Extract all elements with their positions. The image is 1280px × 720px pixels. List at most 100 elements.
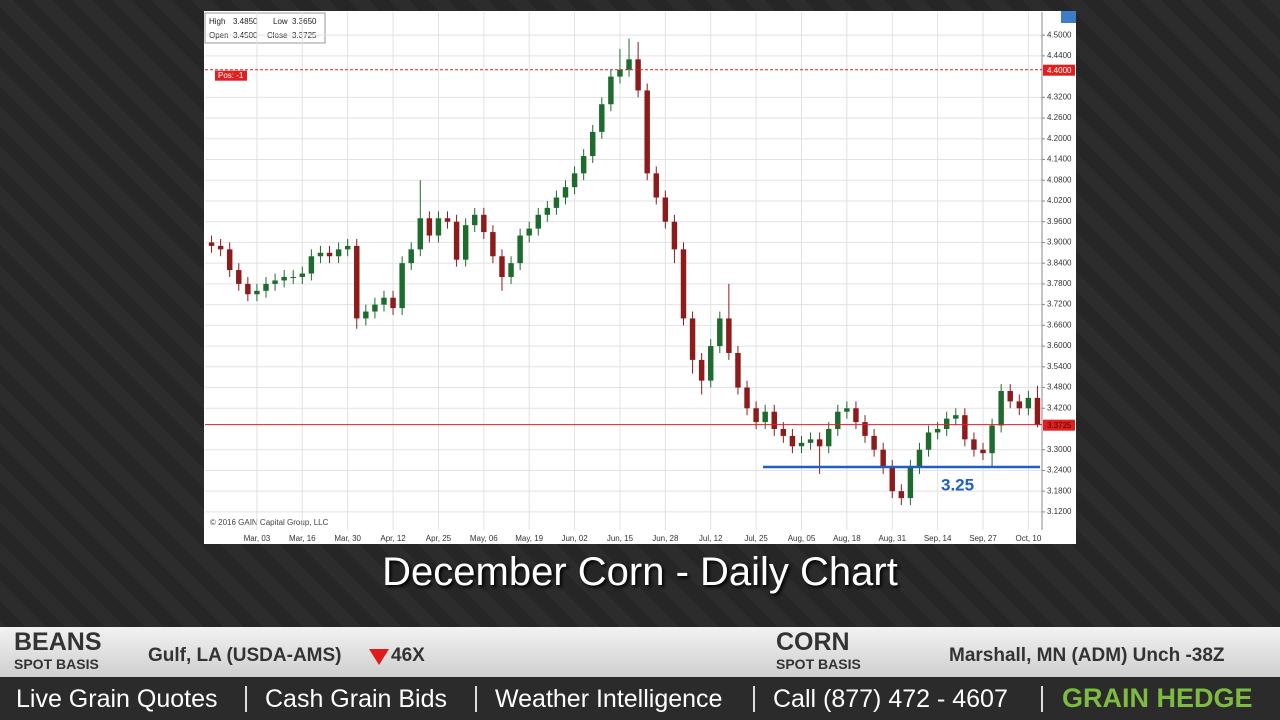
x-tick-label: Mar, 30	[334, 534, 361, 543]
candle-body	[1007, 390, 1013, 402]
footer-link[interactable]: Weather Intelligence	[495, 685, 723, 713]
x-tick-label: May, 06	[470, 534, 498, 543]
candle-body	[816, 439, 823, 447]
y-tick-label: 3.6000	[1047, 341, 1072, 350]
y-tick-label: 4.4400	[1047, 51, 1072, 60]
candle-body	[590, 131, 596, 157]
candle-body	[317, 252, 324, 257]
candle-body	[735, 352, 741, 388]
candle-body	[381, 297, 387, 305]
x-tick-label: Jun, 15	[607, 534, 634, 543]
candle-body	[372, 304, 378, 312]
candle-body	[617, 69, 623, 77]
footer-link[interactable]: Call (877) 472 - 4607	[773, 685, 1008, 713]
down-arrow	[369, 649, 389, 665]
candle-body	[780, 428, 787, 436]
watermark: © 2016 GAIN Capital Group, LLC	[210, 518, 329, 527]
candle-body	[481, 214, 487, 233]
candle-body	[998, 390, 1004, 426]
x-tick-label: Jul, 25	[744, 534, 768, 543]
y-tick-label: 3.1200	[1047, 507, 1072, 516]
y-tick-label: 4.5000	[1047, 30, 1072, 39]
y-tick-label: 3.3000	[1047, 445, 1072, 454]
candle-body	[689, 318, 696, 360]
x-tick-label: Jul, 12	[699, 534, 723, 543]
brand[interactable]: GRAIN HEDGE	[1062, 683, 1253, 713]
scroll-button[interactable]	[1061, 11, 1076, 23]
chart-panel	[204, 11, 1076, 544]
x-tick-label: Oct, 10	[1015, 534, 1041, 543]
candle-body	[544, 207, 551, 215]
y-tick-label: 3.4800	[1047, 383, 1072, 392]
candle-body	[435, 218, 442, 236]
candle-body	[943, 418, 950, 429]
separator	[245, 686, 247, 712]
candle-body	[499, 256, 505, 277]
candle-body	[853, 408, 859, 423]
ticker-quote: Gulf, LA (USDA-AMS)	[148, 645, 342, 666]
info-label: High	[209, 17, 225, 26]
candle-body	[907, 466, 914, 499]
footer-link[interactable]: Live Grain Quotes	[16, 685, 218, 713]
ticker-change: 46X	[391, 645, 425, 666]
support-label: 3.25	[941, 475, 974, 494]
separator	[475, 686, 477, 712]
candle-body	[408, 249, 414, 264]
candle-body	[335, 249, 342, 257]
candle-body	[653, 173, 659, 198]
y-tick-label: 4.0800	[1047, 175, 1072, 184]
candle-body	[217, 245, 224, 250]
candle-body	[390, 297, 396, 309]
candle-body	[281, 276, 287, 281]
candle-body	[571, 173, 578, 188]
candle-body	[680, 249, 687, 319]
candle-body	[245, 283, 251, 295]
x-tick-label: May, 19	[515, 534, 543, 543]
candle-body	[644, 90, 650, 174]
candle-body	[599, 104, 605, 132]
price-tag: 4.4000	[1047, 66, 1072, 75]
candle-body	[835, 411, 841, 429]
position-tag: Pos: -1	[218, 71, 244, 80]
y-tick-label: 3.6600	[1047, 320, 1072, 329]
candle-body	[871, 435, 877, 450]
candle-body	[635, 59, 641, 91]
x-tick-label: Jun, 28	[652, 534, 679, 543]
candle-body	[399, 263, 405, 309]
footer-link[interactable]: Cash Grain Bids	[265, 685, 448, 713]
x-tick-label: Aug, 31	[878, 534, 906, 543]
separator	[1041, 686, 1043, 712]
candle-body	[608, 76, 614, 105]
candle-body	[453, 221, 460, 260]
candle-body	[934, 428, 941, 433]
candle-body	[1034, 397, 1041, 425]
candle-body	[226, 249, 233, 271]
candle-body	[889, 466, 895, 492]
y-tick-label: 3.7200	[1047, 300, 1072, 309]
chart: High 3.4850 Low 3.3650 Open 3.4500 Close…	[204, 11, 1076, 544]
candle-body	[517, 235, 523, 264]
candle-body	[462, 225, 469, 260]
ticker-sub: SPOT BASIS	[776, 656, 861, 672]
candle-body	[962, 415, 968, 440]
footer: Live Grain Quotes Cash Grain Bids Weathe…	[0, 677, 1280, 720]
candle-body	[326, 252, 333, 257]
candle-body	[771, 411, 777, 429]
x-tick-label: Mar, 03	[244, 534, 271, 543]
candle-body	[626, 59, 632, 70]
price-tag-bg	[1043, 64, 1075, 76]
caption: December Corn - Daily Chart	[382, 550, 898, 594]
y-tick-label: 3.2400	[1047, 466, 1072, 475]
candle-body	[272, 280, 278, 284]
candle-body	[708, 346, 714, 381]
candle-body	[354, 245, 360, 319]
candle-body	[953, 415, 959, 419]
candle-body	[490, 232, 496, 257]
candle-body	[344, 245, 351, 250]
candle-body	[798, 442, 805, 447]
candle-body	[789, 435, 796, 447]
x-tick-label: Mar, 16	[289, 534, 316, 543]
candle-body	[290, 276, 296, 278]
candle-body	[426, 218, 433, 236]
candle-body	[726, 318, 732, 353]
